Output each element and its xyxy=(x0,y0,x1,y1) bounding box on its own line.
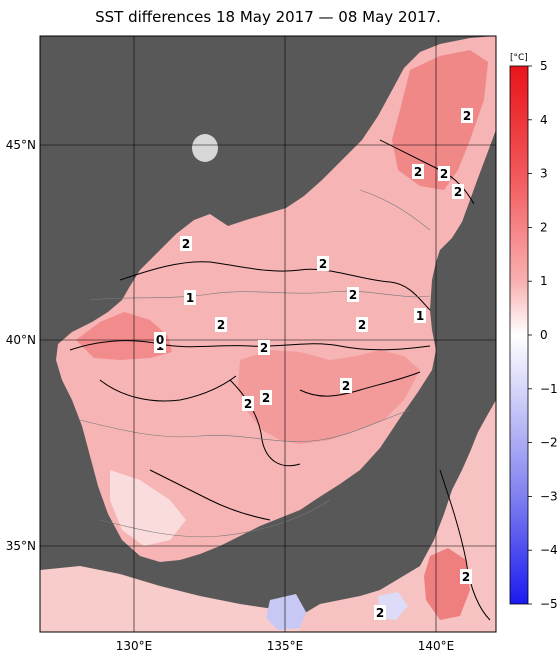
colorbar-ticks: 5 4 3 2 1 0 −1 −2 −3 −4 −5 xyxy=(528,59,558,611)
contour-label-d: 2 xyxy=(454,185,462,199)
contour-label-i: 2 xyxy=(217,318,225,332)
lat-label-35: 35°N xyxy=(6,539,36,553)
contour-label-f: 2 xyxy=(319,257,327,271)
contour-label-b-box xyxy=(412,164,424,179)
warm-patch-west xyxy=(76,312,172,360)
contour-label-n-box xyxy=(242,396,254,411)
warm-patch-south xyxy=(238,350,420,444)
colorbar-tick-label: 0 xyxy=(540,328,548,342)
colorbar-unit: [°C] xyxy=(510,53,528,63)
contour-label-o-box xyxy=(260,390,272,405)
contour-label-i-box xyxy=(215,317,227,332)
lat-label-45: 45°N xyxy=(6,138,36,152)
contour-label-q-box xyxy=(460,569,472,584)
graticule xyxy=(40,36,496,632)
contour-lines xyxy=(69,139,491,621)
contour-label-e-box xyxy=(180,236,192,251)
sea-of-japan xyxy=(56,36,496,562)
contour-label-k-box xyxy=(356,317,368,332)
contour-label-f-box xyxy=(317,256,329,271)
map-title: SST differences 18 May 2017 — 08 May 201… xyxy=(95,8,441,26)
colorbar-tick-label: −5 xyxy=(540,597,558,611)
lat-label-40: 40°N xyxy=(6,333,36,347)
contour-label-j-box xyxy=(258,340,270,355)
island xyxy=(192,134,218,162)
contour-label-h-box xyxy=(184,290,196,305)
colorbar-tick-label: 5 xyxy=(540,59,548,73)
contour-label-s-box xyxy=(154,332,166,347)
colorbar-tick-label: 2 xyxy=(540,220,548,234)
colorbar xyxy=(509,65,529,605)
land-northeast xyxy=(468,130,496,262)
colorbar-tick-label: 1 xyxy=(540,274,548,288)
contour-label-j: 2 xyxy=(260,341,268,355)
contour-label-d-box xyxy=(452,184,464,199)
contour-label-s: 0 xyxy=(156,333,164,347)
colorbar-tick-label: −2 xyxy=(540,436,558,450)
contour-label-l-box xyxy=(414,308,426,323)
pacific-warm-patch xyxy=(424,548,470,620)
colorbar-tick-label: −1 xyxy=(540,382,558,396)
colorbar-tick-label: 3 xyxy=(540,167,548,181)
contour-label-a-box xyxy=(461,108,473,123)
contour-label-l: 1 xyxy=(416,309,424,323)
contour-label-p: 2 xyxy=(342,379,350,393)
colorbar-tick-label: 4 xyxy=(540,113,548,127)
southwest-waters xyxy=(40,566,300,632)
colorbar-tick-label: −4 xyxy=(540,543,558,557)
contour-lines-minor xyxy=(79,189,431,538)
contour-label-c: 2 xyxy=(440,167,448,181)
contour-label-o: 2 xyxy=(262,391,270,405)
cool-patch-south xyxy=(266,594,306,630)
contour-label-c-box xyxy=(438,166,450,181)
contour-label-p-box xyxy=(340,378,352,393)
warm-patch-north xyxy=(392,50,488,190)
contour-label-q: 2 xyxy=(462,570,470,584)
contour-label-r-box xyxy=(374,605,386,620)
lon-label-140: 140°E xyxy=(418,639,455,653)
contour-label-g-box xyxy=(347,287,359,302)
contour-label-a: 2 xyxy=(463,109,471,123)
contour-label-e: 2 xyxy=(182,237,190,251)
colorbar-tick-label: −3 xyxy=(540,489,558,503)
contour-label-k: 2 xyxy=(358,318,366,332)
contour-label-g: 2 xyxy=(349,288,357,302)
map-frame xyxy=(39,35,497,633)
contour-label-h: 1 xyxy=(186,291,194,305)
lon-label-135: 135°E xyxy=(267,639,304,653)
contour-label-n: 2 xyxy=(244,397,252,411)
contour-label-b: 2 xyxy=(414,165,422,179)
lon-label-130: 130°E xyxy=(116,639,153,653)
contour-annotations: 2222222122211222220 xyxy=(154,108,473,620)
contour-label-r: 2 xyxy=(376,606,384,620)
